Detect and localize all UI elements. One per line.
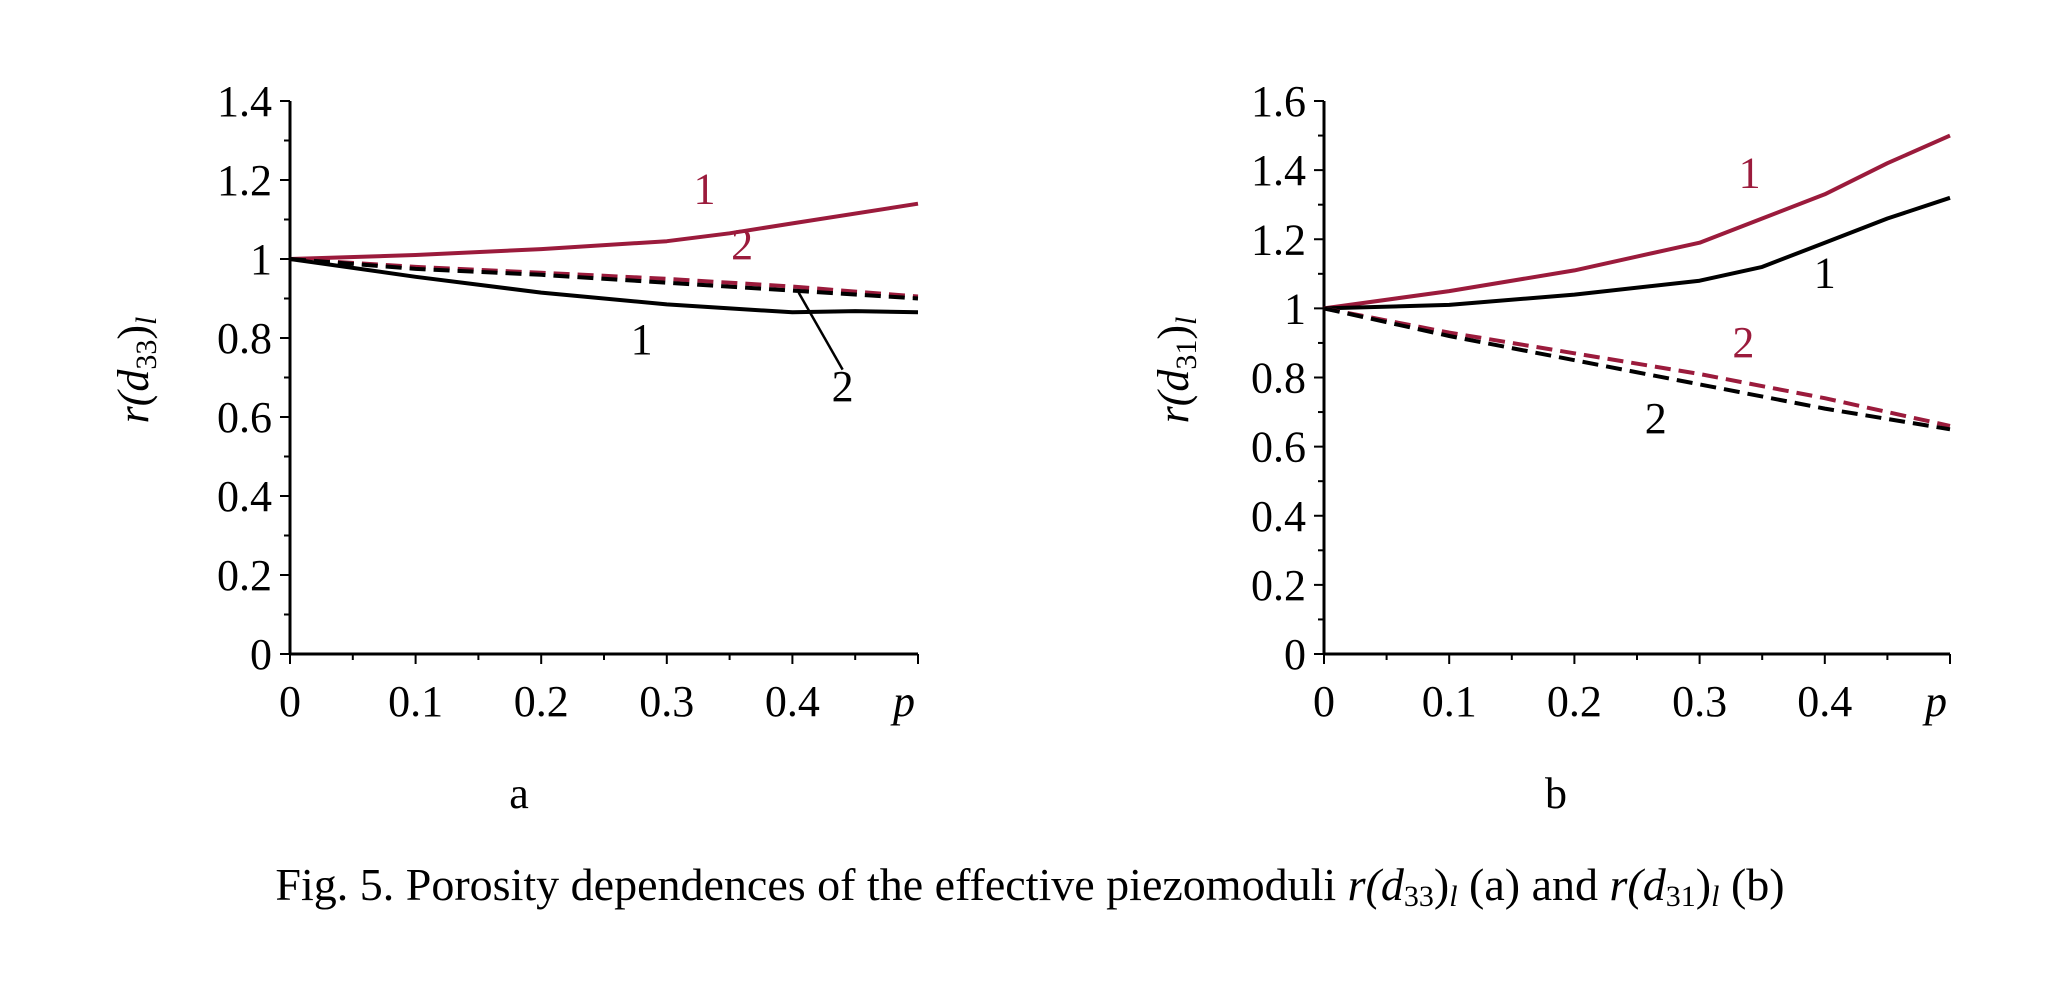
y-tick-label: 0.2 <box>1251 561 1306 610</box>
caption-joiner: and <box>1531 859 1599 910</box>
y-tick-label: 0.2 <box>217 551 272 600</box>
y-axis-label: r(d31)l <box>1149 317 1203 424</box>
y-tick-label: 1.6 <box>1251 77 1306 126</box>
x-tick-label: 0.3 <box>639 677 694 726</box>
series-line-black-2 <box>1323 306 1951 432</box>
figure-caption: Fig. 5. Porosity dependences of the effe… <box>0 858 2060 914</box>
curve-label: 1 <box>1739 148 1761 197</box>
chart-panel-a: 0 0.1 0.2 0.3 0.4 p 0 0.2 0.4 0.6 0.8 1 1.2 1.4 r(d33)… <box>109 77 919 818</box>
x-axis-label: p <box>890 677 915 726</box>
caption-label-b: (b) <box>1730 859 1785 910</box>
y-axis-label: r(d33)l <box>109 317 163 424</box>
y-tick-label: 1.2 <box>217 156 272 205</box>
series-line-black-1 <box>289 257 919 315</box>
panel-label: b <box>1545 769 1567 818</box>
y-tick-label: 0.6 <box>217 393 272 442</box>
curve-label: 2 <box>832 362 854 411</box>
panel-label: a <box>509 769 529 818</box>
y-tick-label: 1.4 <box>1251 146 1306 195</box>
series-line-red-1 <box>1323 133 1951 311</box>
y-tick-label: 0 <box>250 630 272 679</box>
y-tick-label: 0.8 <box>217 314 272 363</box>
x-tick-label: 0.2 <box>514 677 569 726</box>
series-line-black-1 <box>1323 195 1951 311</box>
x-tick-label: 0 <box>1313 677 1335 726</box>
caption-label-a: (a) <box>1469 859 1521 910</box>
x-axis-label: p <box>1922 677 1947 726</box>
curve-label: 2 <box>1645 394 1667 443</box>
curve-label: 2 <box>1732 318 1754 367</box>
caption-term-d31: r(d31)l <box>1609 859 1720 913</box>
y-tick-label: 1 <box>250 235 272 284</box>
y-tick-label: 0.6 <box>1251 423 1306 472</box>
curve-label: 1 <box>631 315 653 364</box>
curve-label: 2 <box>731 220 753 269</box>
y-tick-label: 0.4 <box>217 472 272 521</box>
leader-line <box>797 291 844 371</box>
y-tick-label: 0.8 <box>1251 354 1306 403</box>
y-tick-label: 1.2 <box>1251 215 1306 264</box>
y-tick-label: 0 <box>1284 630 1306 679</box>
curve-label: 1 <box>1814 249 1836 298</box>
caption-term-d33: r(d33)l <box>1347 859 1458 913</box>
series-line-red-2 <box>1323 306 1951 428</box>
series-line-black-2 <box>289 257 919 301</box>
y-tick-label: 0.4 <box>1251 492 1306 541</box>
caption-prefix: Fig. 5. Porosity dependences of the effe… <box>275 859 1337 910</box>
x-tick-label: 0.4 <box>1797 677 1852 726</box>
x-tick-label: 0.1 <box>388 677 443 726</box>
x-tick-label: 0.3 <box>1672 677 1727 726</box>
y-tick-label: 1.4 <box>217 77 272 126</box>
x-tick-label: 0.4 <box>765 677 820 726</box>
y-tick-label: 1 <box>1284 284 1306 333</box>
series-line-red-1 <box>289 201 919 261</box>
x-tick-label: 0.1 <box>1422 677 1477 726</box>
x-tick-label: 0 <box>279 677 301 726</box>
x-tick-label: 0.2 <box>1547 677 1602 726</box>
chart-panel-b: 0 0.1 0.2 0.3 0.4 p 0 0.2 0.4 0.6 0.8 1 1.2 1.4 1.6 r(d… <box>1149 77 1951 818</box>
curve-label: 1 <box>693 165 715 214</box>
